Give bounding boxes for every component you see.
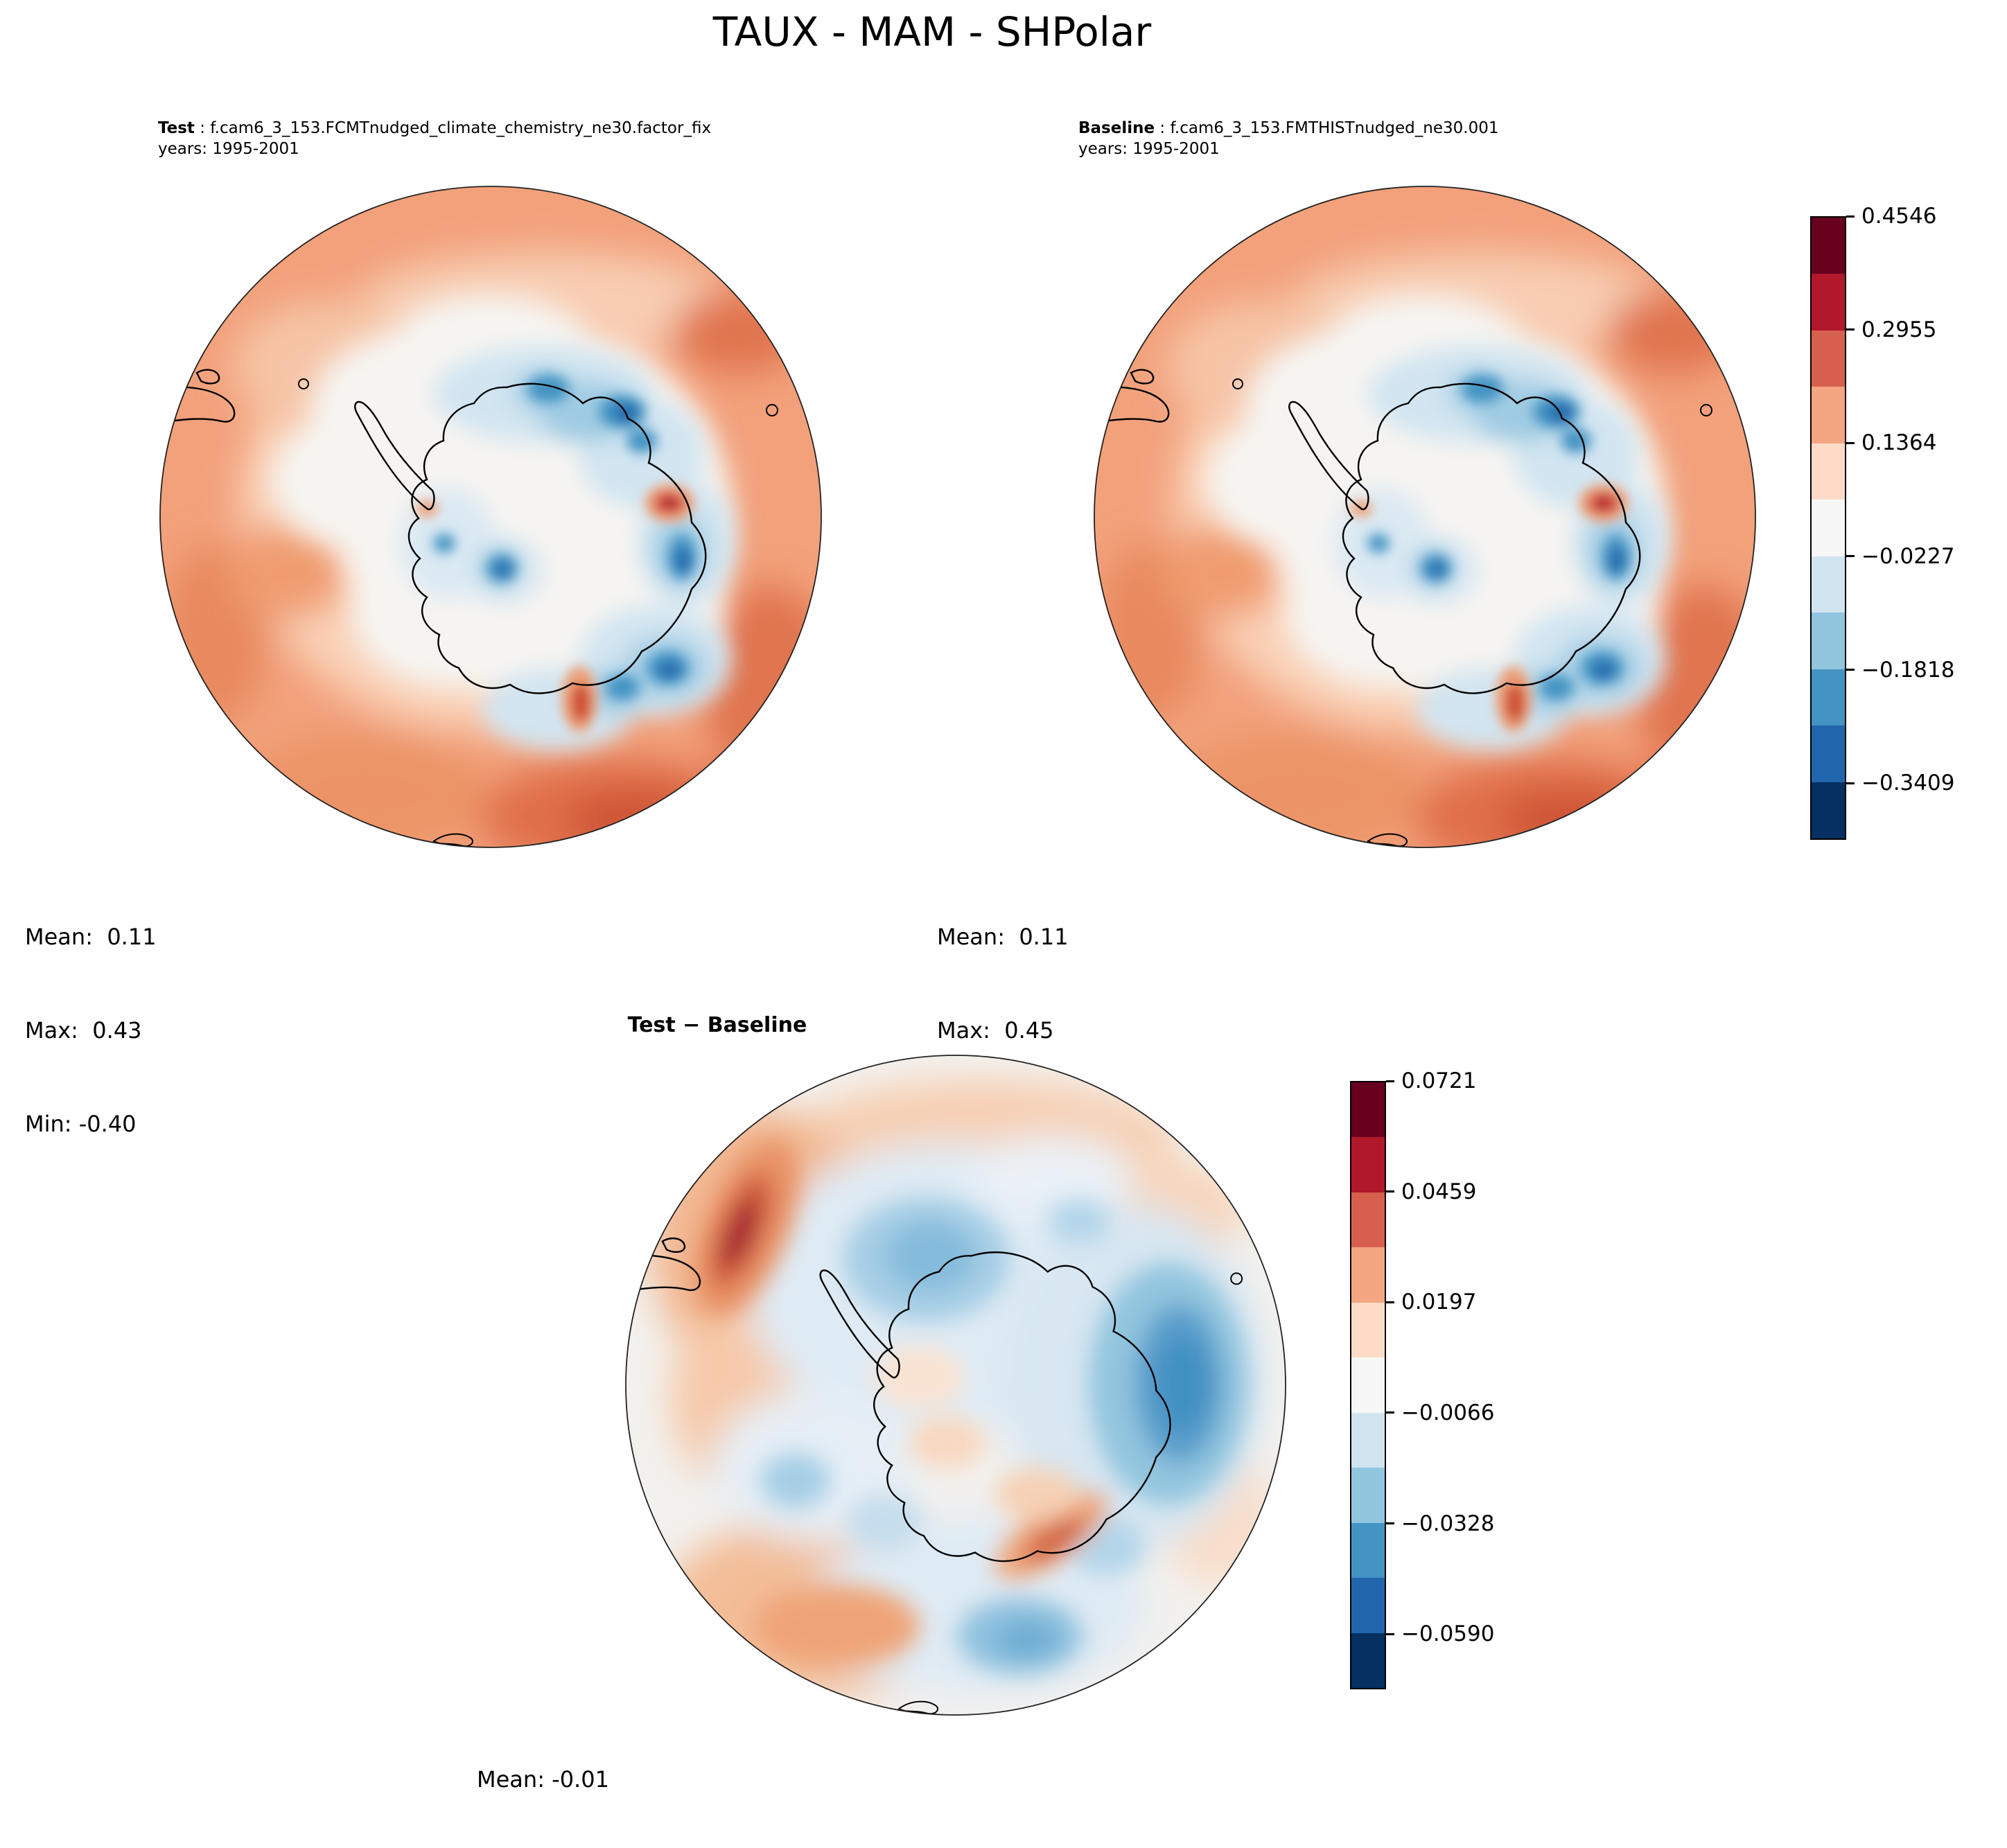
figure-title: TAUX - MAM - SHPolar [712, 8, 1152, 55]
tick-mark [1846, 669, 1855, 671]
colorbar-segment [1351, 1192, 1385, 1248]
map-baseline [1091, 183, 1759, 851]
test-label-bold: Test [158, 119, 195, 137]
baseline-stat-mean: Mean: 0.11 [937, 924, 1069, 950]
tick-mark [1386, 1190, 1394, 1193]
tick-mark [1386, 1411, 1394, 1414]
test-stat-mean: Mean: 0.11 [25, 924, 157, 950]
colorbar-tick: −0.0328 [1386, 1511, 1494, 1536]
baseline-stat-max: Max: 0.45 [937, 1017, 1054, 1044]
colorbar-tick: 0.4546 [1846, 204, 1936, 229]
tick-mark [1846, 441, 1855, 444]
test-case-label: Test : f.cam6_3_153.FCMTnudged_climate_c… [158, 118, 711, 159]
colorbar-diff-bar [1350, 1081, 1386, 1689]
baseline-years-label: years: 1995-2001 [1078, 140, 1220, 158]
tick-mark [1846, 328, 1855, 331]
colorbar-tick: 0.0197 [1386, 1290, 1476, 1314]
colorbar-segment [1812, 387, 1845, 443]
colorbar-main-ticks: 0.4546 0.2955 0.1364 −0.0227 −0.1818 −0.3409 [1846, 204, 2006, 840]
diff-title: Test − Baseline [627, 1013, 807, 1037]
test-label-rest: : f.cam6_3_153.FCMTnudged_climate_chemis… [194, 119, 712, 137]
colorbar-segment [1351, 1412, 1385, 1468]
colorbar-segment [1812, 782, 1845, 838]
colorbar-main: 0.4546 0.2955 0.1364 −0.0227 −0.1818 −0.3409 [1810, 204, 1954, 840]
colorbar-diff: 0.0721 0.0459 0.0197 −0.0066 −0.0328 −0.0590 [1350, 1068, 1494, 1689]
colorbar-segment [1812, 274, 1845, 331]
colorbar-segment [1351, 1357, 1385, 1413]
colorbar-segment [1812, 613, 1845, 669]
colorbar-tick-label: −0.0328 [1401, 1511, 1495, 1536]
baseline-label-bold: Baseline [1078, 119, 1155, 137]
baseline-label-rest: : f.cam6_3_153.FMTHISTnudged_ne30.001 [1155, 119, 1499, 137]
colorbar-tick-label: 0.0721 [1401, 1068, 1477, 1093]
diff-stats: Mean: -0.01 Max: 0.05 Min: -0.06 [477, 1702, 609, 1848]
tick-mark [1846, 782, 1855, 784]
tick-mark [1386, 1522, 1394, 1525]
colorbar-tick: 0.2955 [1846, 317, 1936, 342]
colorbar-segment [1351, 1468, 1385, 1523]
colorbar-tick-label: −0.3409 [1861, 771, 1955, 796]
colorbar-tick-label: 0.0459 [1401, 1179, 1477, 1204]
baseline-case-line: Baseline : f.cam6_3_153.FMTHISTnudged_ne… [1078, 118, 1498, 139]
colorbar-tick-label: −0.0066 [1401, 1400, 1495, 1425]
test-stat-min: Min: -0.40 [25, 1111, 137, 1137]
test-stats: Mean: 0.11 Max: 0.43 Min: -0.40 [25, 859, 157, 1202]
colorbar-tick-label: −0.1818 [1861, 657, 1955, 683]
diff-stat-mean: Mean: -0.01 [477, 1766, 609, 1793]
colorbar-segment [1351, 1137, 1385, 1193]
colorbar-tick-label: −0.0590 [1401, 1621, 1495, 1647]
tick-mark [1846, 555, 1855, 558]
colorbar-segment [1351, 1247, 1385, 1303]
colorbar-segment [1812, 725, 1845, 782]
colorbar-segment [1351, 1578, 1385, 1633]
colorbar-tick: −0.1818 [1846, 658, 1954, 683]
tick-mark [1386, 1633, 1394, 1635]
colorbar-segment [1812, 556, 1845, 613]
test-case-line: Test : f.cam6_3_153.FCMTnudged_climate_c… [158, 118, 711, 139]
map-test [157, 183, 825, 851]
colorbar-main-bar [1810, 216, 1846, 840]
tick-mark [1846, 215, 1855, 218]
baseline-case-label: Baseline : f.cam6_3_153.FMTHISTnudged_ne… [1078, 118, 1498, 159]
colorbar-segment [1812, 669, 1845, 726]
colorbar-segment [1812, 443, 1845, 500]
colorbar-diff-ticks: 0.0721 0.0459 0.0197 −0.0066 −0.0328 −0.0590 [1386, 1068, 1545, 1689]
colorbar-segment [1812, 218, 1845, 274]
colorbar-segment [1351, 1522, 1385, 1578]
colorbar-tick-label: 0.1364 [1861, 430, 1937, 456]
colorbar-tick-label: 0.2955 [1861, 317, 1937, 342]
colorbar-segment [1351, 1302, 1385, 1358]
colorbar-tick: 0.0459 [1386, 1179, 1476, 1204]
colorbar-segment [1812, 330, 1845, 387]
colorbar-tick: −0.3409 [1846, 771, 1954, 795]
colorbar-tick-label: 0.0197 [1401, 1290, 1477, 1315]
colorbar-tick: −0.0590 [1386, 1621, 1494, 1646]
colorbar-segment [1351, 1633, 1385, 1688]
colorbar-tick-label: −0.0227 [1861, 543, 1955, 569]
tick-mark [1386, 1080, 1394, 1082]
colorbar-tick: −0.0227 [1846, 544, 1954, 569]
colorbar-tick-label: 0.4546 [1861, 204, 1937, 229]
map-diff [622, 1052, 1289, 1718]
tick-mark [1386, 1301, 1394, 1303]
colorbar-segment [1812, 500, 1845, 556]
colorbar-tick: 0.1364 [1846, 430, 1936, 455]
colorbar-tick: −0.0066 [1386, 1400, 1494, 1425]
test-stat-max: Max: 0.43 [25, 1017, 142, 1044]
colorbar-segment [1351, 1082, 1385, 1138]
colorbar-tick: 0.0721 [1386, 1068, 1476, 1093]
test-years-label: years: 1995-2001 [158, 140, 299, 158]
